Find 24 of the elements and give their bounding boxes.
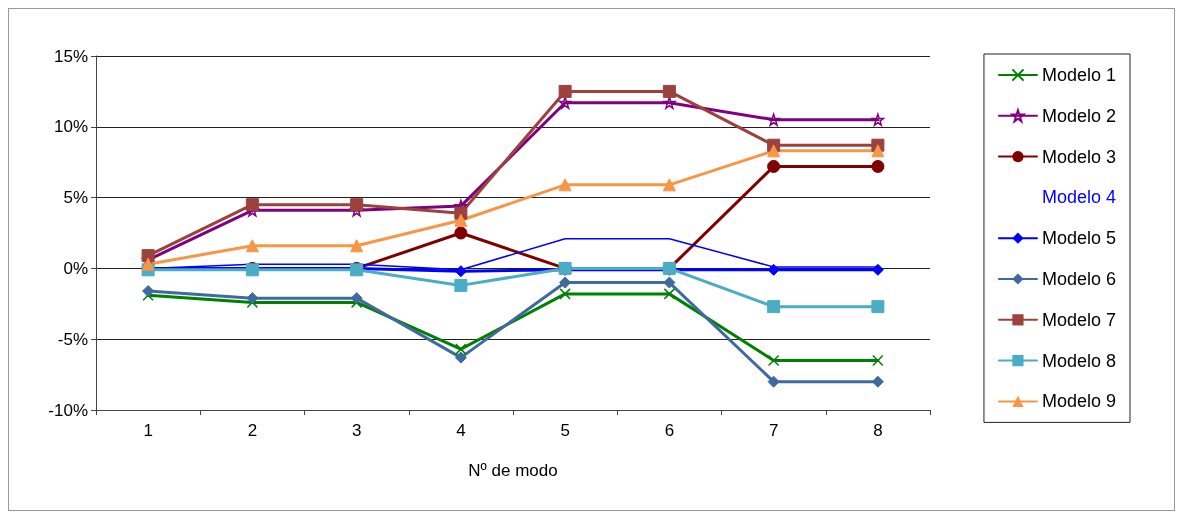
legend-label: Modelo 5 [1041, 228, 1117, 249]
y-tick-label: -10% [48, 400, 88, 420]
y-tick-label: -5% [57, 329, 88, 349]
x-tick-label: 8 [873, 421, 883, 440]
y-tick-label: 15% [53, 46, 88, 66]
x-tick-label: 7 [768, 421, 779, 440]
text: Modelo 4 [1041, 187, 1117, 208]
legend-label: Modelo 9 [1041, 391, 1117, 412]
legend-label: Modelo 3 [1041, 146, 1117, 167]
y-tick-label: 0% [63, 258, 88, 278]
x-tick-label: 2 [247, 421, 258, 440]
legend-label: Modelo 2 [1041, 105, 1117, 126]
x-tick-label: 4 [456, 421, 466, 440]
x-tick-label: 1 [143, 421, 153, 440]
x-axis-title: Nº de modo [468, 461, 558, 480]
legend-label: Modelo 6 [1041, 269, 1117, 289]
x-tick-label: 3 [351, 421, 362, 440]
y-tick-label: 5% [63, 188, 88, 208]
legend-label: Modelo 7 [1041, 309, 1117, 330]
x-tick-label: 5 [560, 421, 570, 440]
legend-label: Modelo 1 [1041, 65, 1117, 85]
y-tick-label: 10% [53, 117, 88, 137]
x-tick-label: 6 [664, 421, 675, 440]
legend-label: Modelo 8 [1041, 350, 1117, 371]
